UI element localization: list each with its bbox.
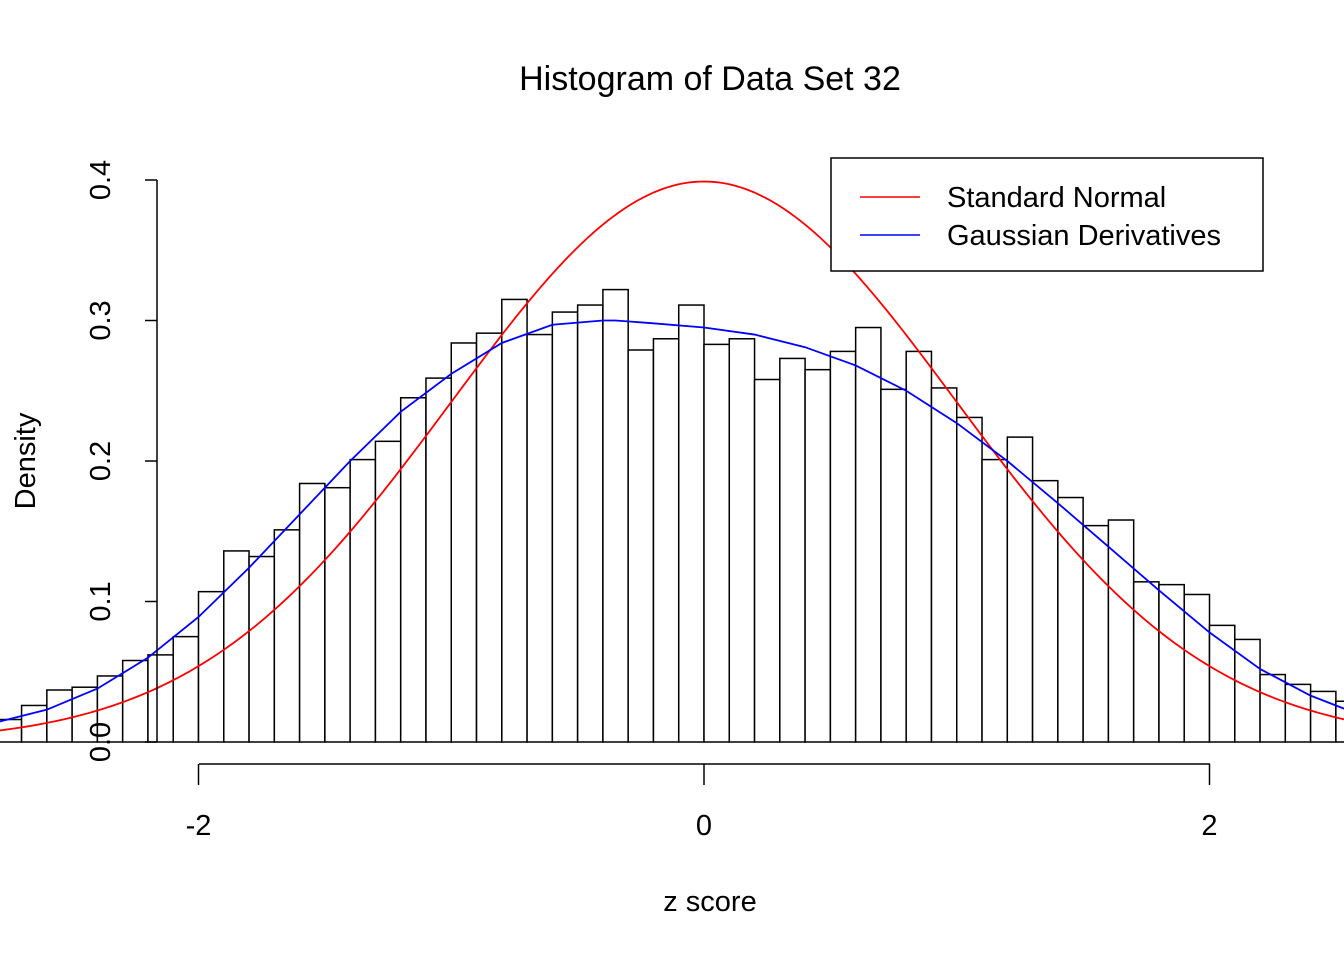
histogram-bar: [779, 357, 806, 743]
histogram-bar: [829, 350, 857, 743]
histogram-bar: [703, 343, 731, 743]
histogram-bar: [1006, 436, 1034, 743]
y-axis-label: Density: [10, 412, 42, 509]
histogram-bar: [1132, 581, 1160, 743]
y-tick-label: 0.1: [85, 581, 117, 621]
histogram-bar: [46, 689, 73, 743]
x-tick-label: -2: [186, 810, 212, 842]
histogram-bar: [1183, 593, 1211, 743]
histogram-bar: [677, 304, 705, 743]
histogram-bar: [475, 332, 503, 743]
histogram-bar: [905, 350, 933, 743]
histogram-bar: [1082, 524, 1110, 743]
density-curves: [0, 180, 1344, 732]
histogram-bar: [425, 377, 453, 743]
histogram-bar: [981, 458, 1009, 743]
x-axis-label: z score: [663, 886, 756, 918]
series-line-standard-normal: [0, 180, 1344, 732]
histogram-bar: [172, 635, 200, 743]
histogram-bar: [1259, 673, 1287, 743]
histogram-bar: [753, 378, 781, 743]
histogram-bar: [652, 338, 680, 743]
chart-title: Histogram of Data Set 32: [519, 60, 901, 98]
histogram-bar: [1057, 496, 1084, 743]
y-tick-label: 0.2: [85, 441, 117, 481]
y-tick-label: 0.0: [85, 722, 117, 762]
histogram-bar: [1107, 519, 1135, 743]
histogram-bar: [551, 311, 579, 743]
histogram-bar: [324, 486, 351, 743]
histogram-bars: [0, 288, 1344, 743]
histogram-bar: [273, 529, 301, 743]
histogram-bar: [576, 304, 604, 743]
histogram-bar: [930, 387, 958, 743]
histogram-bar: [248, 555, 276, 743]
histogram-bar: [627, 349, 655, 743]
x-axis: -4-2024: [186, 763, 1218, 842]
histogram-bar: [450, 342, 478, 743]
histogram-bar: [526, 333, 554, 743]
histogram-bar: [501, 298, 528, 743]
x-tick-label: 0: [696, 810, 712, 842]
histogram-bar: [602, 288, 629, 743]
histogram-bar: [880, 388, 907, 743]
histogram-bar: [804, 368, 832, 743]
legend: Standard Normal Gaussian Derivatives: [830, 157, 1264, 272]
histogram-bar: [1031, 479, 1059, 743]
histogram-bar: [854, 326, 882, 743]
y-tick-label: 0.4: [85, 160, 117, 200]
histogram-bar: [1335, 700, 1344, 743]
histogram-bar: [728, 338, 756, 743]
histogram-bar: [349, 458, 377, 743]
y-tick-label: 0.3: [85, 300, 117, 340]
series-line-gaussian-derivatives: [0, 319, 1344, 723]
histogram-bar: [956, 416, 983, 743]
histogram-bar: [399, 397, 427, 743]
legend-label-standard-normal: Standard Normal: [947, 182, 1166, 214]
x-tick-label: 2: [1201, 810, 1217, 842]
legend-label-gaussian-derivatives: Gaussian Derivatives: [947, 220, 1221, 252]
y-axis: 0.0 0.1 0.2 0.3 0.4: [85, 160, 158, 762]
histogram-bar: [1208, 624, 1236, 743]
histogram-bar: [374, 440, 402, 743]
legend-box: [830, 157, 1264, 272]
histogram-bar: [147, 654, 174, 743]
histogram-bar: [298, 482, 326, 743]
